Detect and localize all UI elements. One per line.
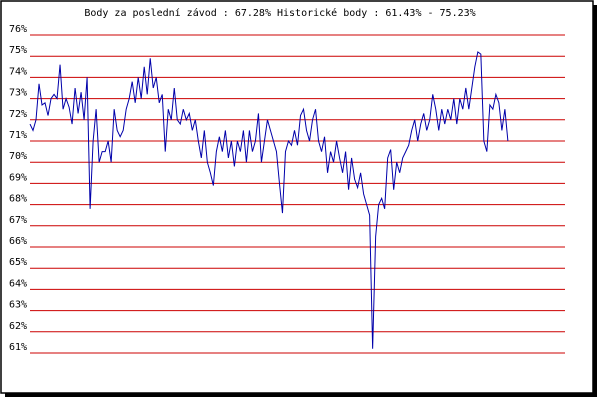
- y-tick-label: 76%: [9, 24, 27, 35]
- y-tick-label: 74%: [9, 66, 27, 77]
- y-tick-label: 69%: [9, 172, 27, 183]
- y-tick-label: 71%: [9, 130, 27, 141]
- y-tick-label: 61%: [9, 342, 27, 353]
- y-tick-label: 68%: [9, 194, 27, 205]
- line: [29, 51, 509, 349]
- y-tick-label: 63%: [9, 300, 27, 311]
- y-tick-label: 70%: [9, 151, 27, 162]
- y-tick-label: 62%: [9, 321, 27, 332]
- chart-title: Body za poslední závod : 67.28% Historic…: [84, 7, 475, 19]
- y-tick-label: 64%: [9, 278, 27, 289]
- y-tick-label: 67%: [9, 215, 27, 226]
- y-tick-label: 72%: [9, 109, 27, 120]
- y-tick-label: 73%: [9, 88, 27, 99]
- frame: [0, 0, 594, 394]
- y-tick-label: 65%: [9, 257, 27, 268]
- y-tick-label: 66%: [9, 236, 27, 247]
- y-tick-label: 75%: [9, 45, 27, 56]
